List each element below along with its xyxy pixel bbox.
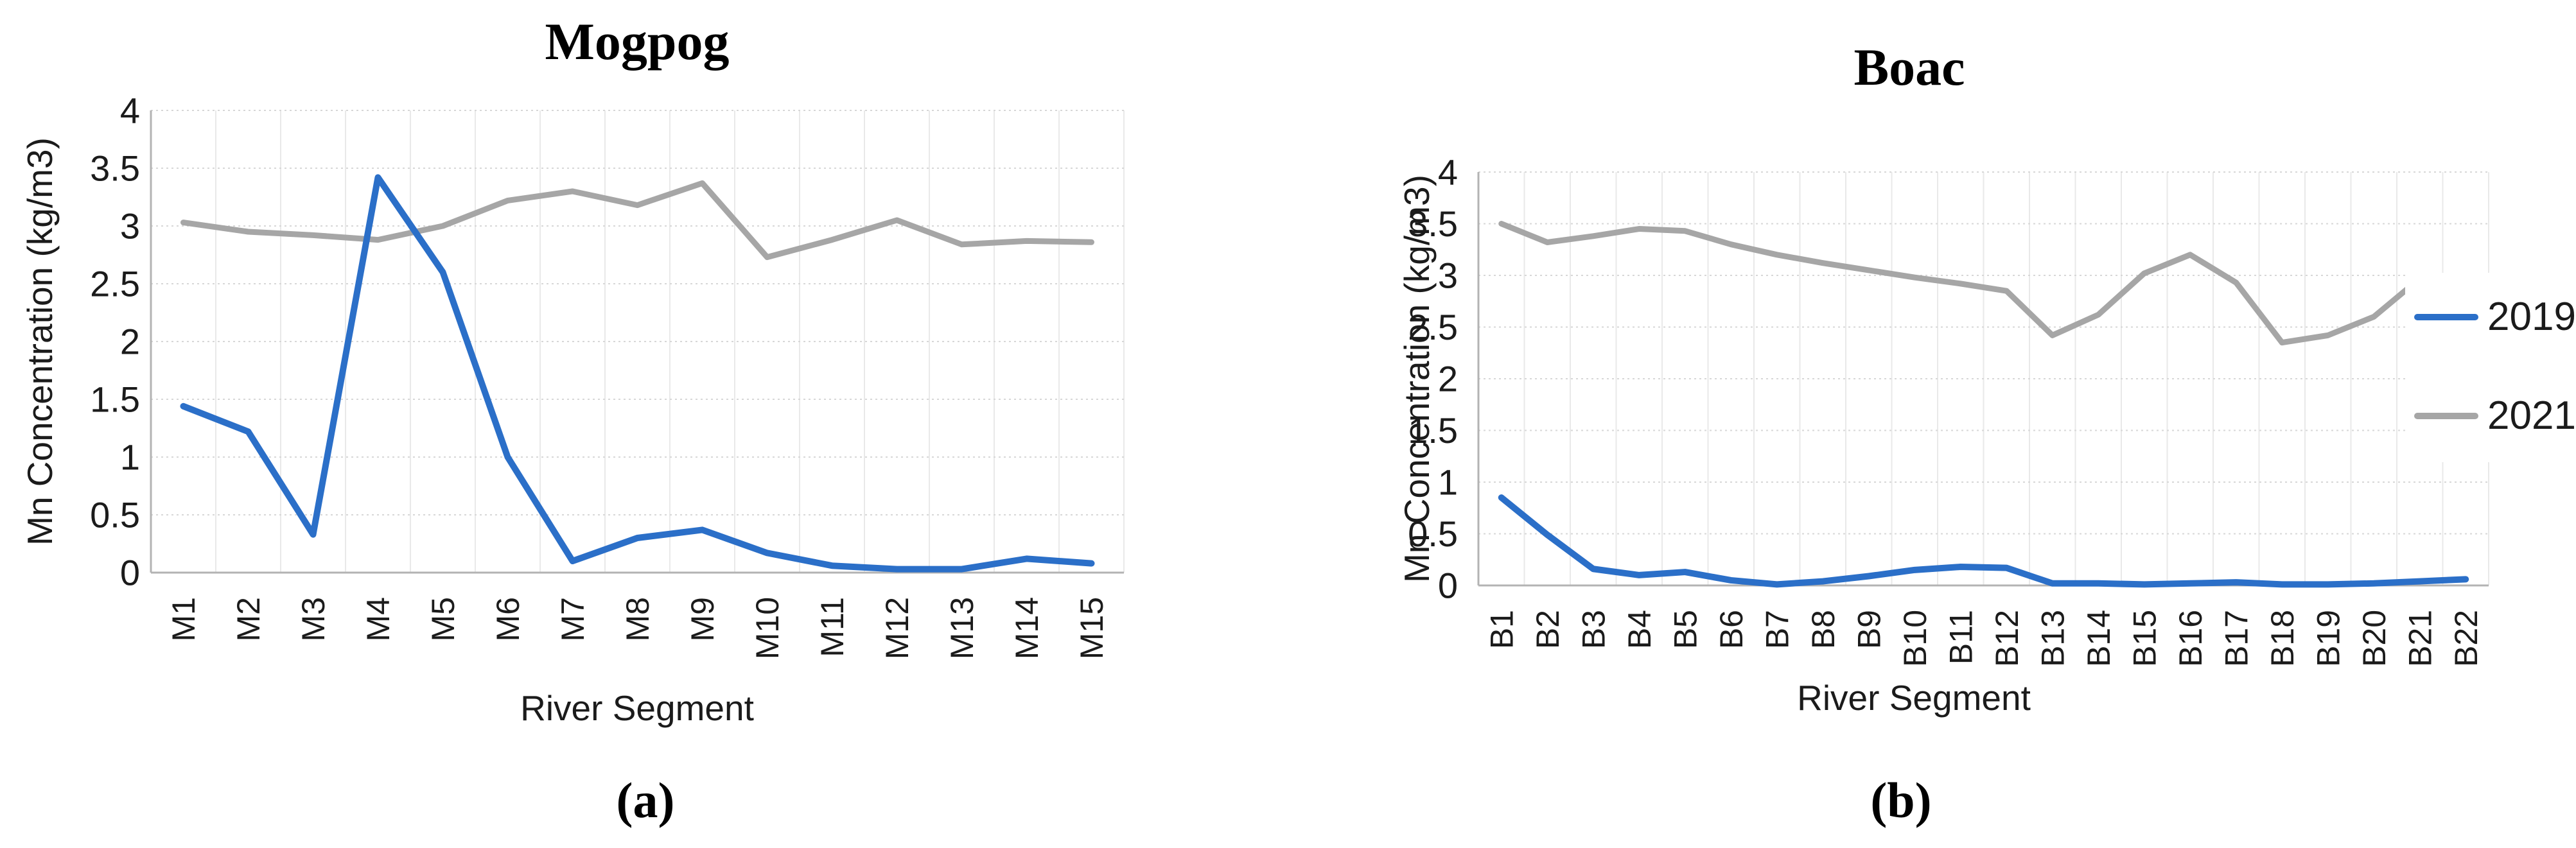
x-tick-label: B16 [2173, 610, 2209, 667]
chart-title-boac: Boac [1853, 38, 1965, 96]
x-tick-label: B15 [2126, 610, 2162, 667]
x-tick-label: B7 [1759, 610, 1795, 649]
x-tick-label: M7 [555, 597, 591, 641]
x-tick-label: B6 [1713, 610, 1749, 649]
y-tick-label: 0.5 [90, 495, 140, 535]
series-line-2019 [180, 174, 1095, 573]
y-tick-label: 2 [1438, 359, 1458, 399]
x-axis-title-boac: River Segment [1797, 678, 2031, 718]
series-line-2019 [1498, 494, 2469, 588]
x-tick-label: B5 [1667, 610, 1703, 649]
y-axis-title-boac: Mn Concentration (kg/m3) [1397, 175, 1437, 583]
x-tick-label: B11 [1943, 610, 1979, 664]
y-tick-label: 3.5 [1408, 203, 1458, 244]
legend-swatch-2021 [2414, 413, 2478, 419]
x-tick-label: B3 [1575, 610, 1611, 649]
x-tick-label: B8 [1805, 610, 1841, 649]
x-tick-label: B9 [1851, 610, 1887, 649]
y-tick-label: 3.5 [90, 148, 140, 189]
x-tick-label: M4 [360, 597, 396, 641]
y-tick-label: 1.5 [90, 379, 140, 420]
x-tick-label: M12 [879, 597, 915, 659]
x-tick-label: B12 [1989, 610, 2025, 667]
series-line-2021 [180, 180, 1094, 261]
x-tick-label: M10 [749, 597, 785, 659]
chart-title-mogpog: Mogpog [545, 12, 730, 71]
x-tick-label: M11 [814, 597, 850, 657]
caption-b: (b) [1870, 772, 1932, 828]
x-tick-label: B17 [2218, 610, 2254, 667]
x-tick-label: B18 [2265, 610, 2300, 667]
y-tick-label: 4 [120, 91, 140, 131]
legend-entry-2019: 2019 [2414, 297, 2576, 337]
x-tick-label: B22 [2448, 610, 2484, 667]
x-tick-label: M3 [295, 597, 331, 641]
x-tick-label: B10 [1897, 610, 1933, 667]
x-tick-label: B21 [2402, 610, 2438, 667]
x-tick-label: M6 [490, 597, 526, 641]
x-tick-label: M13 [944, 597, 980, 659]
legend-label-2019: 2019 [2487, 295, 2576, 339]
legend-swatch-2019 [2414, 314, 2478, 320]
x-tick-label: M9 [685, 597, 721, 641]
y-axis-title-mogpog: Mn Concentration (kg/m3) [20, 137, 60, 546]
y-tick-label: 2 [120, 322, 140, 362]
x-tick-label: B2 [1530, 610, 1566, 649]
y-tick-label: 3 [1438, 255, 1458, 296]
legend: 2019 2021 [2405, 273, 2576, 462]
caption-a: (a) [616, 772, 675, 828]
x-tick-label: M14 [1009, 597, 1045, 659]
x-tick-label: B19 [2310, 610, 2346, 667]
x-tick-label: M8 [620, 597, 656, 641]
y-tick-label: 1.5 [1408, 410, 1458, 451]
x-tick-label: B14 [2081, 610, 2117, 667]
legend-entry-2021: 2021 [2414, 396, 2576, 436]
x-tick-label: M1 [166, 597, 202, 641]
y-tick-label: 2.5 [1408, 307, 1458, 347]
y-tick-label: 3 [120, 206, 140, 247]
y-tick-label: 0.5 [1408, 514, 1458, 554]
x-axis-title-mogpog: River Segment [520, 688, 754, 728]
x-tick-label: M2 [231, 597, 267, 641]
x-tick-label: B4 [1622, 610, 1658, 649]
y-tick-label: 4 [1438, 152, 1458, 193]
y-tick-label: 0 [1438, 566, 1458, 606]
y-tick-label: 2.5 [90, 264, 140, 304]
x-tick-label: B13 [2035, 610, 2071, 667]
x-tick-label: M15 [1074, 597, 1110, 659]
legend-label-2021: 2021 [2487, 394, 2576, 438]
x-tick-label: M5 [425, 597, 461, 641]
y-tick-label: 1 [1438, 462, 1458, 503]
series-line-2021 [1498, 221, 2423, 346]
y-tick-label: 0 [120, 553, 140, 593]
y-tick-label: 1 [120, 437, 140, 478]
x-tick-label: B20 [2356, 610, 2392, 667]
x-tick-label: B1 [1484, 610, 1520, 649]
